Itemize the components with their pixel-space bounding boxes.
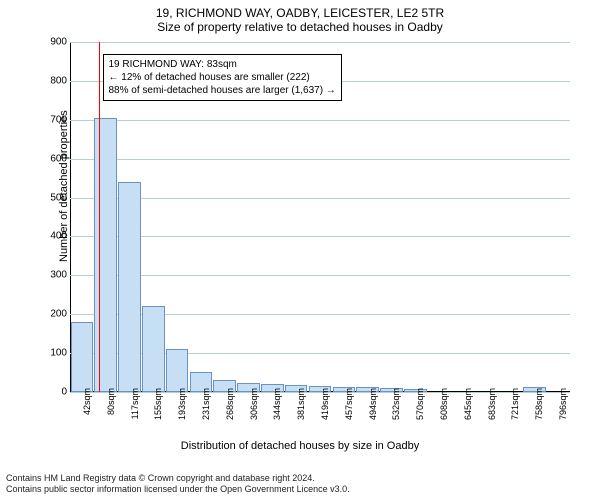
y-tick-label: 800 [37, 75, 67, 86]
page-title-line1: 19, RICHMOND WAY, OADBY, LEICESTER, LE2 … [0, 6, 600, 20]
footer-text: Contains HM Land Registry data © Crown c… [6, 473, 350, 496]
x-tick-label: 193sqm [177, 388, 187, 420]
grid-line [70, 198, 570, 199]
footer-line1: Contains HM Land Registry data © Crown c… [6, 473, 350, 485]
x-tick-label: 344sqm [272, 388, 282, 420]
page-title-line2: Size of property relative to detached ho… [0, 20, 600, 34]
y-tick-label: 900 [37, 37, 67, 48]
x-tick-label: 645sqm [463, 388, 473, 420]
plot-region: 010020030040050060070080090042sqm80sqm11… [70, 42, 570, 392]
x-tick-label: 419sqm [320, 388, 330, 420]
y-tick-label: 500 [37, 192, 67, 203]
y-tick-label: 400 [37, 231, 67, 242]
grid-line [70, 275, 570, 276]
chart-area: Number of detached properties 0100200300… [50, 42, 570, 392]
annotation-box: 19 RICHMOND WAY: 83sqm← 12% of detached … [103, 54, 342, 101]
y-tick-label: 0 [37, 387, 67, 398]
annotation-line: 88% of semi-detached houses are larger (… [109, 84, 336, 97]
x-tick-label: 231sqm [201, 388, 211, 420]
y-tick-label: 100 [37, 348, 67, 359]
footer-line2: Contains public sector information licen… [6, 484, 350, 496]
grid-line [70, 120, 570, 121]
x-tick-label: 42sqm [82, 388, 92, 415]
grid-line [70, 42, 570, 43]
x-tick-label: 758sqm [534, 388, 544, 420]
y-tick-label: 200 [37, 309, 67, 320]
x-tick-label: 117sqm [130, 388, 140, 419]
y-tick-label: 700 [37, 114, 67, 125]
x-tick-label: 306sqm [249, 388, 259, 420]
marker-line [99, 42, 100, 392]
bar [118, 182, 141, 392]
x-tick-label: 268sqm [225, 388, 235, 420]
x-tick-label: 532sqm [391, 388, 401, 420]
bar [166, 349, 189, 392]
x-tick-label: 608sqm [439, 388, 449, 420]
grid-line [70, 236, 570, 237]
x-tick-label: 570sqm [415, 388, 425, 420]
bar [94, 118, 117, 392]
x-tick-label: 155sqm [153, 388, 163, 420]
grid-line [70, 159, 570, 160]
y-tick-label: 300 [37, 270, 67, 281]
x-tick-label: 683sqm [487, 388, 497, 420]
y-tick-label: 600 [37, 153, 67, 164]
x-tick-label: 721sqm [510, 388, 520, 420]
annotation-line: ← 12% of detached houses are smaller (22… [109, 71, 336, 84]
x-tick-label: 381sqm [296, 388, 306, 420]
bar [142, 306, 165, 392]
annotation-line: 19 RICHMOND WAY: 83sqm [109, 58, 336, 71]
x-axis-label: Distribution of detached houses by size … [0, 440, 600, 452]
x-tick-label: 457sqm [344, 388, 354, 420]
bar [71, 322, 94, 392]
x-tick-label: 494sqm [368, 388, 378, 420]
x-tick-label: 80sqm [106, 388, 116, 415]
x-tick-label: 796sqm [558, 388, 568, 420]
